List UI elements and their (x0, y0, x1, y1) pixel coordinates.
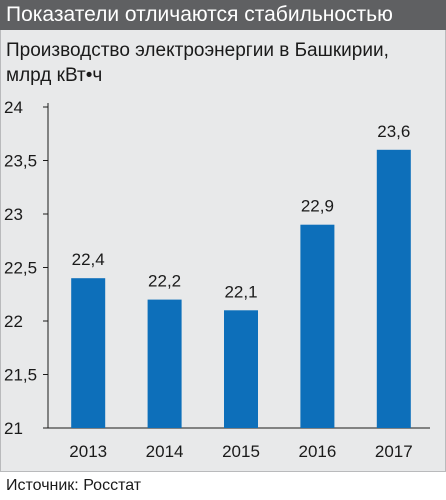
bar (376, 149, 411, 429)
value-label: 22,2 (148, 272, 181, 291)
bar (147, 299, 182, 428)
y-tick-label: 22 (4, 312, 23, 331)
y-tick-label: 23,5 (4, 152, 37, 171)
chart-title-line: Производство электроэнергии в Башкирии, (6, 40, 389, 61)
chart-title: Производство электроэнергии в Башкирии, … (6, 38, 436, 88)
x-tick-label: 2015 (222, 442, 260, 461)
y-tick-label: 22,5 (4, 259, 37, 278)
source-note: Источник: Росстат (0, 471, 446, 500)
bar (71, 278, 106, 428)
x-tick-label: 2014 (146, 442, 184, 461)
value-label: 22,9 (301, 197, 334, 216)
x-tick-label: 2013 (69, 442, 107, 461)
chart-unit-line: млрд кВт•ч (6, 65, 103, 86)
y-tick-label: 21 (4, 419, 23, 438)
x-tick-label: 2017 (375, 442, 413, 461)
value-label: 23,6 (377, 122, 410, 141)
y-tick-label: 21,5 (4, 366, 37, 385)
bar (224, 310, 258, 428)
value-label: 22,1 (224, 282, 257, 301)
header-title: Показатели отличаются стабильностью (0, 0, 446, 30)
y-tick-label: 23 (4, 205, 23, 224)
value-label: 22,4 (72, 250, 105, 269)
y-tick-label: 24 (4, 98, 23, 117)
bar (300, 224, 335, 428)
x-tick-label: 2016 (298, 442, 336, 461)
